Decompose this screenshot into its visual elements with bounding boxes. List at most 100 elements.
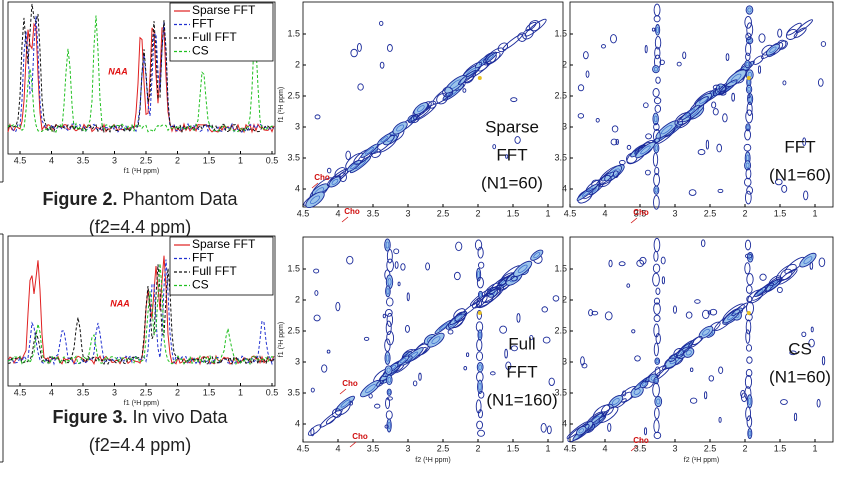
contour-inner <box>438 323 448 331</box>
contour <box>744 374 753 389</box>
x-tick-label: 3 <box>405 208 410 218</box>
contour <box>746 186 753 195</box>
contour <box>653 128 661 143</box>
contour-inner <box>640 145 651 155</box>
contour-inner <box>340 399 351 408</box>
contour <box>313 314 321 322</box>
x-tick-label: 2 <box>475 443 480 453</box>
x-tick-label: 2 <box>475 208 480 218</box>
contour-inner <box>702 328 710 336</box>
contour-inner <box>656 26 660 33</box>
x-axis-label: f1 (¹H ppm) <box>124 400 159 407</box>
contour <box>820 41 827 47</box>
contour <box>314 114 321 120</box>
contour <box>476 267 482 282</box>
contour <box>463 365 468 371</box>
contour <box>505 154 509 159</box>
y-tick-label: 2 <box>295 294 300 304</box>
x-tick-label: 3 <box>672 443 677 453</box>
contour <box>745 369 753 377</box>
contour-inner <box>653 115 658 123</box>
contour <box>478 390 485 399</box>
caption-label: Figure 3. <box>52 407 127 427</box>
peak-center <box>477 76 482 80</box>
contour-inner <box>655 359 659 364</box>
contour-inner <box>748 397 752 405</box>
y-tick-label: 2 <box>562 59 567 69</box>
contour <box>751 282 774 301</box>
y-tick-label: 1.5 <box>554 263 567 273</box>
caption-line: (f2=4.4 ppm) <box>89 435 192 455</box>
contour <box>672 305 678 314</box>
contour-panel: 4.5 4 3.5 3 2.5 2 1.5 1 1.5 2 2.5 3 3.5 4 f1 (¹H ppm) f… <box>278 236 564 464</box>
contour <box>674 112 691 127</box>
contour <box>653 15 661 23</box>
contour <box>746 101 753 116</box>
contour <box>718 416 722 423</box>
contour <box>654 36 662 50</box>
contour <box>588 309 594 317</box>
contour <box>743 143 752 152</box>
panel-label: (N1=60) <box>481 173 543 192</box>
x-tick-label: 4.5 <box>297 208 310 218</box>
x-tick-label: 4 <box>335 208 340 218</box>
contour-inner <box>350 162 358 170</box>
contour <box>425 262 431 271</box>
panel-label: (N1=60) <box>769 165 831 184</box>
contour <box>644 45 648 54</box>
contour <box>386 418 392 433</box>
contour <box>457 69 477 85</box>
contour <box>731 92 736 102</box>
contour <box>652 272 660 287</box>
cho-annotation: Cho <box>314 173 330 182</box>
x-tick-label: 4.5 <box>14 155 27 165</box>
contour <box>618 261 626 267</box>
x-tick-label: 2 <box>742 208 747 218</box>
contour <box>703 391 708 400</box>
contour <box>490 371 496 376</box>
contour <box>795 19 814 34</box>
contour <box>634 355 641 362</box>
contour <box>717 188 724 194</box>
contour <box>598 175 612 188</box>
contour <box>782 80 787 86</box>
legend-label: Sparse FFT <box>192 3 256 17</box>
y-tick-label: 3.5 <box>287 387 300 397</box>
contour-inner <box>578 428 585 434</box>
contour <box>476 276 484 289</box>
contour <box>611 125 619 133</box>
contour-panel: 4.5 4 3.5 3 2.5 2 1.5 1 1.5 2 2.5 3 3.5 4 f1 (¹H ppm) S… <box>278 1 564 223</box>
contour <box>476 420 484 430</box>
x-tick-label: 2.5 <box>437 443 450 453</box>
contour <box>746 394 753 409</box>
contour <box>363 336 370 341</box>
peak-center <box>746 311 751 315</box>
contour <box>654 395 663 408</box>
contour <box>698 325 714 339</box>
x-axis-label: f2 (¹H ppm) <box>415 457 450 464</box>
contour-inner <box>533 252 541 259</box>
contour <box>386 248 393 264</box>
contour-inner <box>612 398 620 405</box>
contour <box>478 261 485 269</box>
contour-inner <box>685 349 692 356</box>
x-tick-label: 1 <box>545 208 550 218</box>
figure2-plot: 4.5 4 3.5 3 2.5 2 1.5 1 0.5 f1 (¹H ppm) Sparse FFT… <box>7 1 278 237</box>
contour <box>382 313 386 319</box>
contour <box>615 138 619 145</box>
contour <box>455 241 463 252</box>
contour <box>722 113 728 123</box>
contour <box>708 375 715 382</box>
contour <box>385 320 392 335</box>
annotation-pointer <box>311 182 319 189</box>
contour <box>466 352 470 358</box>
x-tick-label: 2.5 <box>704 443 717 453</box>
contour <box>542 336 551 344</box>
spectrum-line <box>7 263 275 366</box>
y-tick-label: 1.5 <box>287 28 300 38</box>
legend-box <box>169 236 274 296</box>
contour <box>585 179 601 192</box>
contour <box>498 279 506 286</box>
contour <box>510 275 518 282</box>
contour <box>612 170 619 179</box>
